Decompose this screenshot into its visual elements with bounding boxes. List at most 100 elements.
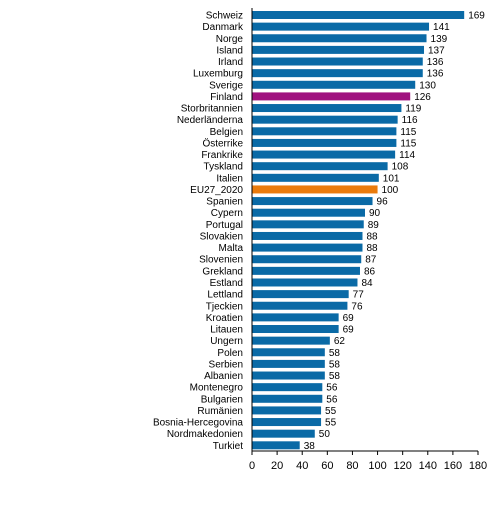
bar-polen	[252, 348, 325, 357]
value-label-schweiz: 169	[468, 11, 485, 22]
bar-serbien	[252, 359, 325, 368]
category-label-nederlanderna: Nederländerna	[177, 115, 244, 126]
bars-layer	[252, 11, 465, 450]
bar-lettland	[252, 290, 349, 299]
value-label-bulgarien: 56	[326, 394, 338, 405]
category-label-danmark: Danmark	[202, 22, 244, 33]
bar-storbritannien	[252, 104, 402, 113]
value-label-norge: 139	[431, 34, 448, 45]
category-label-bulgarien: Bulgarien	[201, 394, 243, 405]
x-axis: 0 20 40 60 80 100 120 140 160 180	[249, 8, 487, 472]
category-label-rumanien: Rumänien	[197, 406, 243, 417]
bar-portugal	[252, 220, 364, 229]
category-label-nordmakedonien: Nordmakedonien	[167, 429, 243, 440]
value-label-portugal: 89	[368, 220, 380, 231]
category-label-schweiz: Schweiz	[206, 11, 243, 22]
x-tick-label-80: 80	[346, 460, 358, 472]
value-label-polen: 58	[329, 348, 341, 359]
value-label-sverige: 130	[419, 80, 436, 91]
value-label-spanien: 96	[377, 197, 389, 208]
category-label-norge: Norge	[216, 34, 244, 45]
value-label-italien: 101	[383, 173, 400, 184]
value-label-kroatien: 69	[343, 313, 355, 324]
bar-eu27-2020	[252, 185, 378, 194]
value-label-irland: 136	[427, 57, 444, 68]
category-label-portugal: Portugal	[206, 220, 243, 231]
category-label-irland: Irland	[218, 57, 243, 68]
bar-cypern	[252, 208, 365, 217]
value-label-luxemburg: 136	[427, 69, 444, 80]
x-tick-label-0: 0	[249, 460, 255, 472]
category-label-lettland: Lettland	[207, 290, 243, 301]
bar-kroatien	[252, 313, 339, 322]
bar-belgien	[252, 127, 397, 136]
bar-malta	[252, 243, 363, 252]
category-label-slovenien: Slovenien	[199, 255, 243, 266]
bar-rumanien	[252, 406, 322, 415]
bar-island	[252, 45, 425, 54]
bar-bulgarien	[252, 394, 323, 403]
bar-finland	[252, 92, 411, 101]
x-tick-label-140: 140	[419, 460, 437, 472]
value-label-finland: 126	[414, 92, 431, 103]
bar-norge	[252, 34, 427, 43]
bar-ungern	[252, 336, 330, 345]
bar-frankrike	[252, 150, 396, 159]
value-label-turkiet: 38	[304, 441, 316, 452]
category-label-finland: Finland	[210, 92, 243, 103]
value-label-nederlanderna: 116	[402, 115, 418, 126]
category-label-storbritannien: Storbritannien	[181, 104, 243, 115]
bar-litauen	[252, 325, 339, 334]
category-label-cypern: Cypern	[211, 208, 243, 219]
bar-osterrike	[252, 138, 397, 147]
category-label-luxemburg: Luxemburg	[193, 69, 243, 80]
category-label-sverige: Sverige	[209, 80, 243, 91]
bar-nederlanderna	[252, 115, 398, 124]
bar-luxemburg	[252, 69, 423, 78]
value-label-tyskland: 108	[392, 162, 409, 173]
category-label-kroatien: Kroatien	[206, 313, 243, 324]
category-label-eu27-2020: EU27_2020	[190, 185, 243, 196]
category-label-ungern: Ungern	[210, 336, 243, 347]
value-label-belgien: 115	[400, 127, 416, 138]
category-label-turkiet: Turkiet	[213, 441, 243, 452]
x-tick-label-60: 60	[321, 460, 333, 472]
bar-sverige	[252, 80, 416, 89]
category-label-slovakien: Slovakien	[200, 231, 243, 242]
x-tick-label-180: 180	[469, 460, 487, 472]
category-label-italien: Italien	[216, 173, 243, 184]
bar-slovenien	[252, 255, 362, 264]
bar-bosnia-hercegovina	[252, 418, 322, 427]
value-label-nordmakedonien: 50	[319, 429, 331, 440]
category-label-tjeckien: Tjeckien	[206, 301, 243, 312]
bar-grekland	[252, 266, 360, 275]
value-label-osterrike: 115	[400, 138, 416, 149]
value-label-storbritannien: 119	[405, 104, 421, 115]
value-label-cypern: 90	[369, 208, 381, 219]
category-label-frankrike: Frankrike	[201, 150, 243, 161]
category-label-bosnia-hercegovina: Bosnia-Hercegovina	[153, 418, 243, 429]
category-label-malta: Malta	[219, 243, 244, 254]
category-labels: SchweizDanmarkNorgeIslandIrlandLuxemburg…	[153, 11, 244, 452]
bar-spanien	[252, 197, 373, 206]
category-label-albanien: Albanien	[204, 371, 243, 382]
value-label-slovakien: 88	[366, 231, 378, 242]
category-label-montenegro: Montenegro	[190, 383, 244, 394]
bar-schweiz	[252, 11, 465, 19]
bar-tjeckien	[252, 301, 348, 310]
bar-albanien	[252, 371, 325, 380]
bar-irland	[252, 57, 423, 66]
bar-italien	[252, 173, 379, 182]
value-labels: 1691411391371361361301261191161151151141…	[304, 11, 486, 452]
category-label-island: Island	[216, 45, 243, 56]
x-tick-label-120: 120	[393, 460, 411, 472]
category-label-spanien: Spanien	[206, 197, 243, 208]
bar-montenegro	[252, 383, 323, 392]
bar-turkiet	[252, 441, 300, 450]
category-label-estland: Estland	[210, 278, 243, 289]
category-label-grekland: Grekland	[202, 266, 243, 277]
value-label-rumanien: 55	[325, 406, 337, 417]
value-label-serbien: 58	[329, 359, 341, 370]
category-label-litauen: Litauen	[210, 325, 243, 336]
